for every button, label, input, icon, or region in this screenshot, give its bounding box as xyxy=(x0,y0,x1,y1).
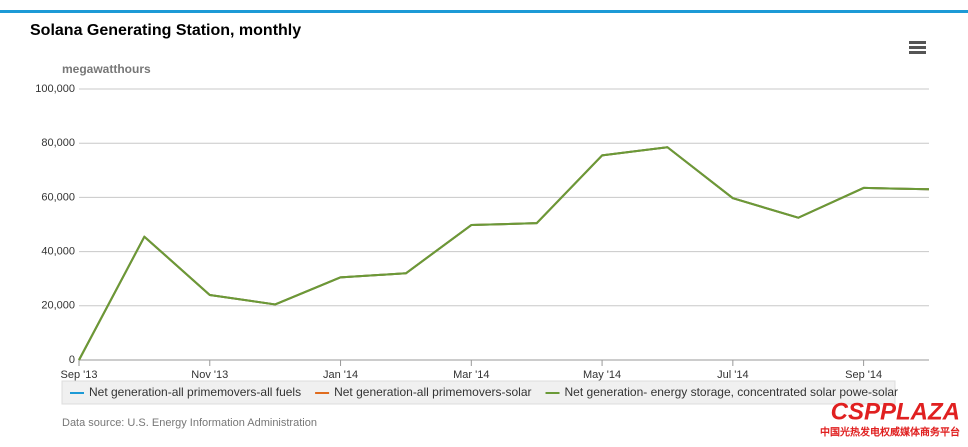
x-tick-label: Nov '13 xyxy=(191,369,228,381)
x-tick-label: Sep '14 xyxy=(845,369,882,381)
legend-label: Net generation-all primemovers-all fuels xyxy=(89,385,301,399)
x-tick-label: Jan '14 xyxy=(323,369,358,381)
series-line xyxy=(78,146,930,361)
menu-button[interactable] xyxy=(909,41,926,54)
y-tick-label: 20,000 xyxy=(41,300,75,312)
legend-box xyxy=(61,380,896,405)
y-tick-label: 80,000 xyxy=(41,137,75,149)
series-line xyxy=(78,146,930,361)
chart-title: Solana Generating Station, monthly xyxy=(30,22,301,39)
watermark-subtitle: 中国光热发电权威媒体商务平台 xyxy=(820,426,960,439)
y-tick-label: 40,000 xyxy=(41,246,75,258)
legend-label: Net generation- energy storage, concentr… xyxy=(565,385,899,399)
x-tick-label: Sep '13 xyxy=(61,369,98,381)
top-bar xyxy=(0,10,968,13)
x-tick-label: Mar '14 xyxy=(453,369,489,381)
x-tick-label: Jul '14 xyxy=(717,369,748,381)
y-tick-label: 0 xyxy=(69,354,75,366)
y-axis-label: megawatthours xyxy=(62,62,151,76)
y-tick-label: 60,000 xyxy=(41,191,75,203)
x-tick-label: May '14 xyxy=(583,369,621,381)
watermark: CSPPLAZA xyxy=(831,398,960,425)
y-tick-label: 100,000 xyxy=(35,83,75,95)
series-line xyxy=(78,146,930,361)
legend-label: Net generation-all primemovers-solar xyxy=(334,385,531,399)
source-note: Data source: U.S. Energy Information Adm… xyxy=(62,417,317,429)
